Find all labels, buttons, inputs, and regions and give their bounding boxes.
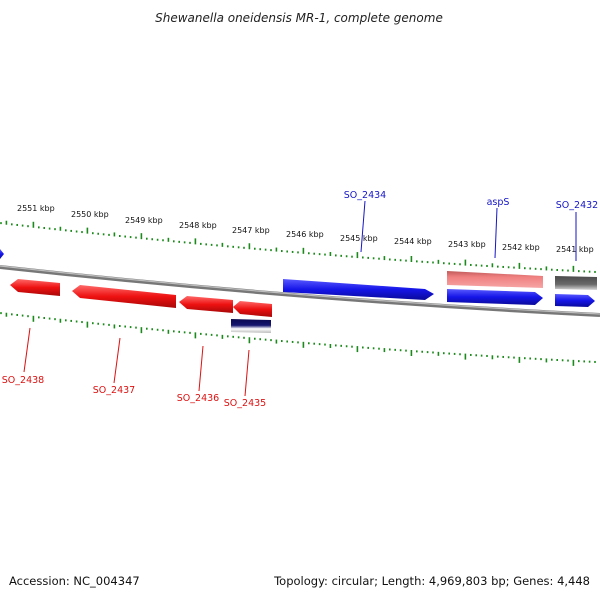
kbp-label-2551: 2551 kbp: [17, 204, 55, 213]
kbp-label-2544: 2544 kbp: [394, 237, 432, 246]
gene-SO_2435[interactable]: [233, 301, 272, 317]
kbp-label-2549: 2549 kbp: [125, 216, 163, 225]
label-leader: [23, 327, 31, 373]
outer-tick-ring: [0, 220, 596, 273]
gene-SO_2438[interactable]: [10, 279, 60, 296]
kbp-label-2547: 2547 kbp: [232, 226, 270, 235]
kbp-label-2548: 2548 kbp: [179, 221, 217, 230]
navy-gene[interactable]: [231, 319, 271, 333]
gene-SO_2436[interactable]: [179, 296, 233, 313]
gene-SO_2437[interactable]: [72, 285, 176, 308]
genome-backbone-highlight: [0, 265, 600, 315]
forward-gene[interactable]: [0, 249, 4, 259]
label-SO_2438: SO_2438: [2, 375, 44, 386]
inner-tick-ring: [0, 312, 596, 366]
forward-gene[interactable]: [555, 294, 595, 307]
label-SO_2434: SO_2434: [344, 190, 386, 201]
gene-aspS[interactable]: [447, 271, 543, 288]
kbp-label-2550: 2550 kbp: [71, 210, 109, 219]
gene-SO_2432[interactable]: [555, 276, 597, 290]
accession-text: Accession: NC_004347: [9, 574, 140, 588]
kbp-label-2543: 2543 kbp: [448, 240, 486, 249]
kbp-label-2541: 2541 kbp: [556, 245, 594, 254]
kbp-label-2546: 2546 kbp: [286, 230, 324, 239]
label-leader: [244, 349, 250, 397]
label-SO_2435: SO_2435: [224, 398, 266, 409]
label-SO_2437: SO_2437: [93, 385, 135, 396]
label-SO_2432: SO_2432: [556, 200, 598, 211]
label-aspS: aspS: [487, 197, 510, 208]
gene-SO_2434[interactable]: [283, 279, 434, 300]
label-leader: [494, 207, 498, 259]
label-leader: [113, 337, 121, 384]
forward-gene[interactable]: [447, 289, 543, 305]
map-title: Shewanella oneidensis MR-1, complete gen…: [155, 11, 443, 25]
kbp-label-2542: 2542 kbp: [502, 243, 540, 252]
label-SO_2436: SO_2436: [177, 393, 219, 404]
kbp-label-2545: 2545 kbp: [340, 234, 378, 243]
genome-backbone: [0, 265, 600, 317]
topology-text: Topology: circular; Length: 4,969,803 bp…: [273, 574, 590, 588]
label-leader: [198, 345, 204, 392]
label-leader: [360, 200, 366, 253]
